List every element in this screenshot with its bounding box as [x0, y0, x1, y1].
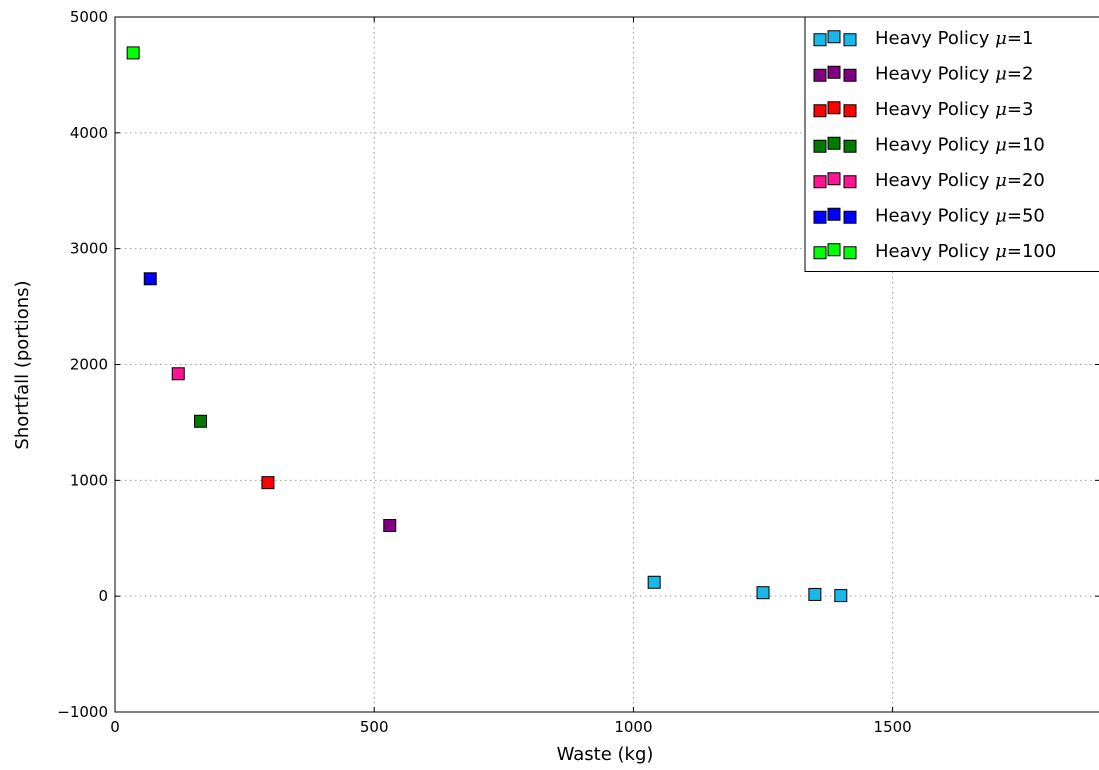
data-point-mu-2 [383, 519, 397, 533]
x-tick-label: 500 [360, 718, 389, 736]
legend-marker [827, 101, 841, 115]
y-tick-label: −1000 [57, 703, 108, 721]
legend-entry-mu-3: Heavy Policy μ=3 [813, 99, 1033, 120]
legend-entry-mu-20: Heavy Policy μ=20 [813, 170, 1045, 191]
y-tick-label: 0 [98, 587, 108, 605]
legend-label: Heavy Policy μ=20 [875, 170, 1045, 191]
data-point-mu-20 [171, 367, 185, 381]
legend-label: Heavy Policy μ=10 [875, 134, 1045, 155]
x-tick-label: 1000 [614, 718, 652, 736]
legend-entry-mu-10: Heavy Policy μ=10 [813, 134, 1045, 155]
legend-marker [827, 243, 841, 257]
legend-label: Heavy Policy μ=100 [875, 241, 1056, 262]
legend: Heavy Policy μ=1 Heavy Policy μ=2 Heavy Po… [804, 16, 1099, 272]
legend-marker [843, 139, 857, 153]
data-point-mu-50 [143, 272, 157, 286]
legend-marker [813, 104, 827, 118]
legend-marker [843, 175, 857, 189]
legend-label: Heavy Policy μ=3 [875, 99, 1033, 120]
y-tick-label: 4000 [70, 124, 108, 142]
legend-marker [813, 139, 827, 153]
plot-frame [114, 16, 1099, 713]
legend-entry-mu-2: Heavy Policy μ=2 [813, 63, 1033, 84]
legend-marker [827, 30, 841, 44]
data-point-mu-3 [261, 476, 275, 490]
legend-entry-mu-100: Heavy Policy μ=100 [813, 241, 1056, 262]
x-tick-label: 1500 [874, 718, 912, 736]
legend-label: Heavy Policy μ=2 [875, 63, 1033, 84]
y-tick-label: 3000 [70, 240, 108, 258]
data-point-mu-1 [808, 587, 822, 601]
legend-marker [813, 33, 827, 47]
legend-marker [843, 246, 857, 260]
data-point-mu-10 [194, 414, 208, 428]
legend-marker [827, 136, 841, 150]
legend-marker [813, 246, 827, 260]
data-points [126, 46, 848, 603]
y-tick-label: 5000 [70, 8, 108, 26]
x-axis-title: Waste (kg) [557, 744, 654, 765]
legend-marker [813, 210, 827, 224]
y-axis-ticks: −1000 0 1000 2000 3000 4000 5000 [57, 8, 1099, 721]
legend-marker [813, 175, 827, 189]
legend-marker [827, 172, 841, 186]
y-tick-label: 1000 [70, 471, 108, 489]
legend-marker [843, 33, 857, 47]
legend-marker [827, 207, 841, 221]
legend-label: Heavy Policy μ=1 [875, 28, 1033, 49]
data-point-mu-1 [834, 589, 848, 603]
data-point-mu-1 [647, 575, 661, 589]
data-point-mu-100 [126, 46, 140, 60]
legend-marker [843, 210, 857, 224]
y-tick-label: 2000 [70, 356, 108, 374]
legend-marker [813, 68, 827, 82]
x-tick-label: 0 [110, 718, 120, 736]
x-axis-ticks: 0 500 1000 1500 [110, 17, 912, 736]
legend-entry-mu-50: Heavy Policy μ=50 [813, 205, 1045, 226]
legend-label: Heavy Policy μ=50 [875, 205, 1045, 226]
y-axis-title: Shortfall (portions) [12, 280, 33, 449]
data-point-mu-1 [756, 586, 770, 600]
legend-marker [827, 65, 841, 79]
legend-marker [843, 68, 857, 82]
legend-entry-mu-1: Heavy Policy μ=1 [813, 28, 1033, 49]
legend-marker [843, 104, 857, 118]
